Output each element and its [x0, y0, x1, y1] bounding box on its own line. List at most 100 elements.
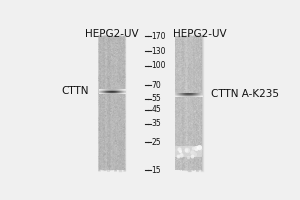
Point — [112, 167, 117, 170]
Point — [183, 49, 188, 53]
Point — [118, 44, 123, 47]
Point — [190, 147, 195, 151]
Point — [188, 67, 192, 70]
Point — [181, 112, 186, 115]
Point — [105, 51, 110, 54]
Point — [104, 48, 109, 51]
Point — [185, 37, 190, 40]
Point — [103, 78, 107, 82]
Point — [102, 82, 107, 86]
Point — [192, 123, 197, 126]
Point — [175, 148, 180, 152]
Point — [107, 66, 112, 70]
Point — [174, 157, 179, 160]
Point — [192, 152, 197, 155]
Point — [98, 49, 103, 52]
Point — [195, 117, 200, 120]
Point — [175, 159, 179, 162]
Point — [196, 92, 200, 95]
Point — [196, 127, 201, 130]
Point — [106, 53, 111, 57]
Point — [197, 87, 202, 90]
Point — [121, 44, 126, 47]
Point — [198, 51, 203, 54]
Point — [118, 46, 123, 49]
Point — [182, 167, 187, 170]
Point — [192, 80, 197, 84]
Point — [189, 117, 194, 120]
Point — [109, 64, 113, 67]
Point — [183, 123, 188, 126]
Point — [110, 88, 115, 92]
Point — [185, 93, 190, 96]
Point — [112, 103, 117, 106]
Point — [98, 154, 103, 157]
Point — [196, 42, 200, 45]
Point — [183, 85, 188, 88]
Point — [191, 44, 196, 48]
Point — [104, 55, 109, 58]
Point — [179, 89, 184, 93]
Point — [108, 82, 113, 86]
Point — [192, 58, 197, 61]
Point — [101, 145, 106, 148]
Point — [194, 164, 199, 167]
Point — [194, 100, 199, 103]
Point — [98, 168, 103, 171]
Point — [180, 109, 185, 112]
Point — [123, 168, 128, 171]
Point — [188, 126, 193, 130]
Point — [119, 148, 124, 152]
Point — [103, 72, 108, 75]
Point — [193, 71, 197, 74]
Point — [103, 125, 108, 128]
Point — [106, 63, 111, 66]
Point — [180, 48, 185, 51]
Point — [97, 101, 101, 104]
Point — [120, 129, 124, 132]
Point — [98, 123, 102, 127]
Point — [199, 82, 203, 85]
Point — [199, 59, 203, 62]
Point — [181, 88, 186, 91]
Point — [122, 85, 126, 89]
Point — [174, 53, 179, 56]
Point — [179, 123, 184, 126]
Point — [191, 119, 196, 123]
Point — [194, 106, 199, 109]
Point — [185, 59, 190, 62]
Point — [184, 96, 189, 99]
Point — [183, 120, 188, 123]
Point — [176, 78, 181, 81]
Point — [106, 74, 111, 77]
Point — [192, 130, 197, 134]
Point — [184, 59, 188, 62]
Point — [192, 58, 197, 61]
Point — [186, 36, 191, 39]
Point — [173, 73, 178, 76]
Point — [118, 128, 123, 132]
Point — [114, 67, 119, 70]
Point — [179, 161, 184, 164]
Point — [116, 51, 120, 54]
Point — [111, 127, 116, 130]
Point — [197, 111, 202, 114]
Point — [176, 56, 181, 59]
Point — [122, 54, 127, 57]
Point — [96, 164, 101, 168]
Point — [174, 79, 179, 82]
Point — [110, 54, 115, 57]
Point — [97, 50, 101, 53]
Point — [177, 48, 182, 52]
Point — [120, 121, 124, 124]
Point — [111, 49, 116, 52]
Point — [118, 100, 123, 103]
Point — [175, 83, 180, 87]
Point — [188, 129, 193, 132]
Point — [193, 90, 198, 93]
Point — [179, 54, 184, 57]
Point — [181, 129, 185, 132]
Point — [112, 107, 117, 111]
Point — [181, 49, 185, 52]
Point — [188, 130, 193, 134]
